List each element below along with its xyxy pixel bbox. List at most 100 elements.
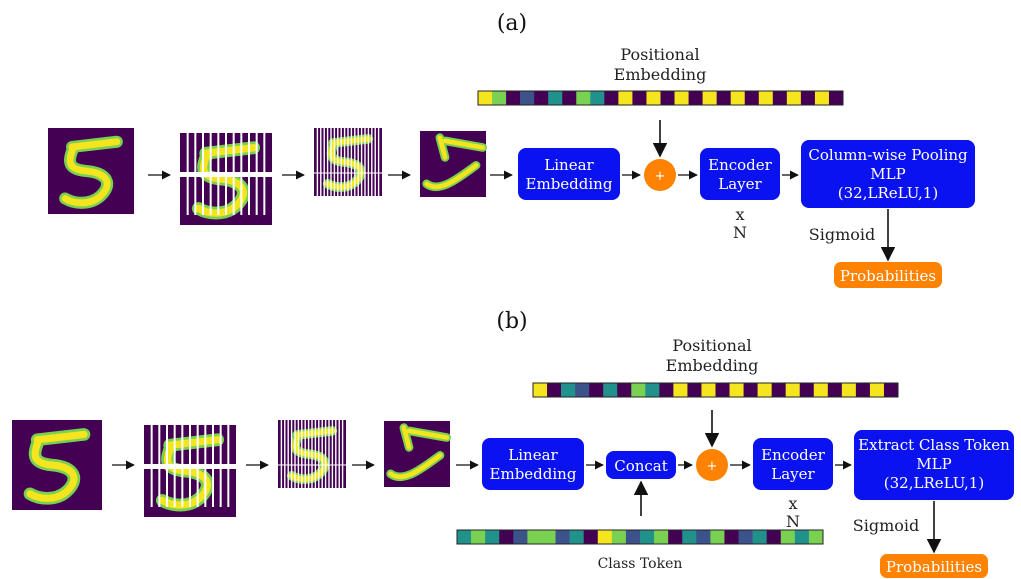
- panel-a-activation: Sigmoid: [809, 225, 875, 244]
- token-cell: [715, 383, 730, 397]
- panel-b-head-block: [854, 430, 1014, 500]
- token-cell: [702, 91, 717, 105]
- token-cell: [701, 383, 716, 397]
- panel-a-linear-embedding-line1: Linear: [544, 156, 594, 174]
- panel-a-output-block: [834, 262, 942, 288]
- panel-b-label: (b): [496, 309, 527, 334]
- panel-b-concat: Concat: [614, 457, 668, 475]
- token-cell: [555, 530, 570, 544]
- token-cell: [682, 530, 697, 544]
- token-cell: [583, 530, 599, 544]
- panel-b-linear-embedding-line1: Linear: [508, 446, 558, 464]
- token-cell: [729, 383, 744, 397]
- token-cell: [766, 530, 782, 544]
- panel-b-class-token-label: Class Token: [598, 556, 683, 572]
- token-cell: [645, 383, 660, 397]
- panel-b-encoder-layer-block: [753, 438, 833, 490]
- token-cell: [631, 383, 646, 397]
- token-cell: [625, 530, 641, 544]
- token-cell: [457, 530, 472, 544]
- token-cell: [646, 91, 661, 105]
- token-cell: [485, 530, 500, 544]
- token-cell: [527, 530, 542, 544]
- token-cell: [738, 530, 753, 544]
- token-cell: [799, 383, 815, 397]
- token-cell: [668, 530, 683, 544]
- token-cell: [841, 383, 857, 397]
- token-cell: [478, 91, 493, 105]
- panel-b-column-strips-image: [278, 420, 346, 510]
- token-cell: [757, 383, 772, 397]
- token-cell: [814, 91, 830, 105]
- panel-b-activation: Sigmoid: [853, 516, 919, 535]
- token-cell: [575, 383, 590, 397]
- panel-b-encoder-layer-line2: Layer: [771, 465, 815, 483]
- token-cell: [541, 530, 556, 544]
- panel-a-encoder-layer-block: [700, 148, 780, 200]
- token-cell: [883, 383, 899, 397]
- token-cell: [632, 91, 647, 105]
- token-cell: [589, 383, 604, 397]
- token-cell: [771, 383, 786, 397]
- token-cell: [548, 91, 563, 105]
- panel-a: (a) Positional Embedding Linear Embeddin…: [48, 11, 975, 288]
- token-cell: [687, 383, 702, 397]
- token-cell: [710, 530, 725, 544]
- panel-a-head-block: [801, 140, 975, 208]
- token-cell: [827, 383, 843, 397]
- panel-a-repeat-n: N: [733, 223, 747, 242]
- token-cell: [743, 383, 758, 397]
- panel-b-head-line1: Extract Class Token: [858, 436, 1010, 454]
- token-cell: [758, 91, 774, 105]
- panel-a-encoder-layer-line2: Layer: [718, 175, 762, 193]
- panel-a-column-strips-image: [314, 128, 382, 218]
- token-cell: [654, 530, 669, 544]
- token-cell: [534, 91, 549, 105]
- token-cell: [506, 91, 521, 105]
- panel-a-add-symbol: +: [655, 169, 666, 184]
- token-cell: [716, 91, 731, 105]
- token-cell: [617, 383, 632, 397]
- token-cell: [869, 383, 885, 397]
- panel-b-concat-block: [606, 451, 676, 479]
- panel-a-output: Probabilities: [840, 267, 936, 285]
- token-cell: [576, 91, 591, 105]
- panel-b-linear-embedding-line2: Embedding: [490, 465, 577, 483]
- panel-b-positional-embedding-line2: Embedding: [666, 356, 759, 375]
- token-cell: [471, 530, 486, 544]
- panel-a-add-node: [644, 159, 676, 191]
- panel-b-add-node: [696, 449, 728, 481]
- panel-b-digit-5-image: [12, 420, 102, 510]
- token-cell: [499, 530, 514, 544]
- panel-a-digit-5-image: [48, 128, 134, 214]
- panel-b-output-block: [880, 554, 988, 578]
- panel-b-repeat-n: N: [786, 512, 800, 531]
- token-cell: [688, 91, 703, 105]
- token-cell: [794, 530, 810, 544]
- panel-a-linear-embedding-block: [518, 148, 620, 200]
- token-cell: [659, 383, 674, 397]
- token-cell: [772, 91, 788, 105]
- token-cell: [808, 530, 824, 544]
- panel-b-positional-embedding-line1: Positional: [672, 336, 751, 355]
- token-cell: [752, 530, 767, 544]
- token-cell: [611, 530, 627, 544]
- token-cell: [492, 91, 507, 105]
- panel-a-encoder-layer-line1: Encoder: [708, 156, 773, 174]
- token-cell: [561, 383, 576, 397]
- token-cell: [855, 383, 871, 397]
- panel-a-head-line1: Column-wise Pooling: [808, 146, 968, 164]
- token-cell: [604, 91, 619, 105]
- token-cell: [696, 530, 711, 544]
- panel-b-repeat-x: x: [788, 494, 797, 513]
- panel-a-repeat-x: x: [735, 205, 744, 224]
- token-cell: [744, 91, 760, 105]
- panel-a-positional-embedding-line2: Embedding: [614, 65, 707, 84]
- token-cell: [513, 530, 528, 544]
- panel-a-label: (a): [497, 11, 527, 36]
- panel-b-head-line3: (32,LReLU,1): [884, 474, 984, 492]
- panel-b-row-split-image: [144, 425, 236, 517]
- token-cell: [590, 91, 605, 105]
- token-cell: [674, 91, 689, 105]
